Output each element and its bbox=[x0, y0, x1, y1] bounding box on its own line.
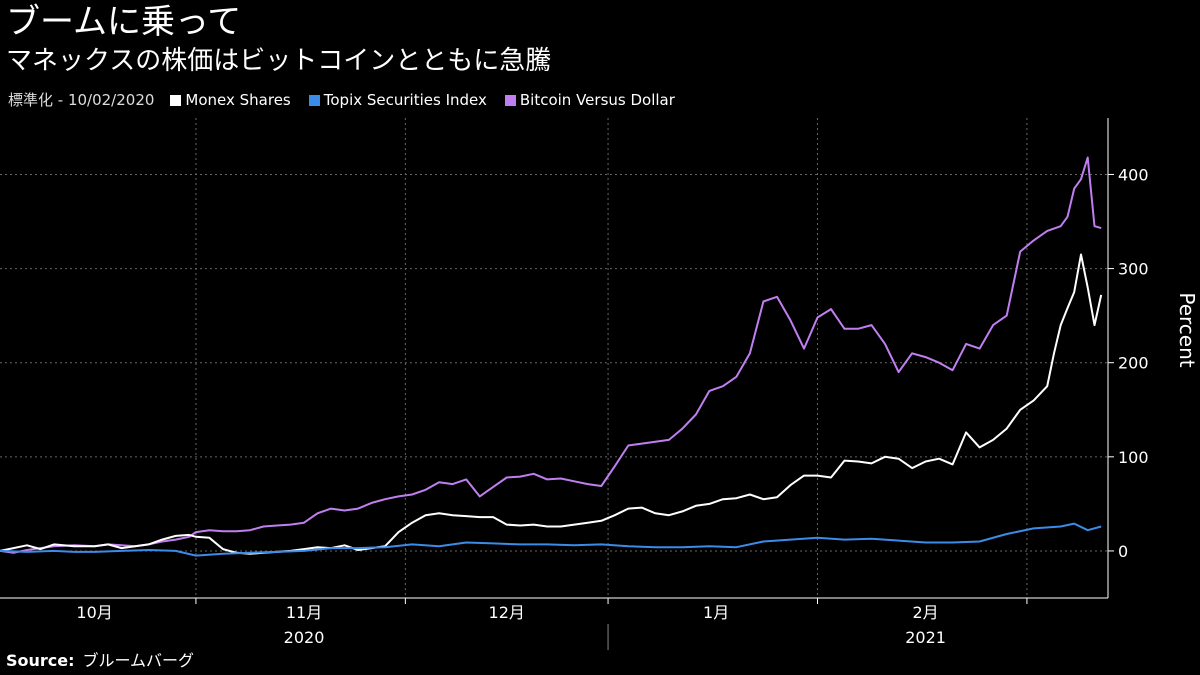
x-tick-label-0: 10月 bbox=[76, 603, 112, 622]
source-note: Source: ブルームバーグ bbox=[6, 651, 194, 671]
y-tick-label-100: 100 bbox=[1118, 448, 1149, 467]
legend-item-bitcoin: Bitcoin Versus Dollar bbox=[504, 90, 675, 110]
source-value: ブルームバーグ bbox=[82, 651, 195, 670]
legend: 標準化 - 10/02/2020 Monex Shares Topix Secu… bbox=[8, 90, 693, 110]
x-tick-label-2: 12月 bbox=[489, 603, 525, 622]
x-tick-label-1: 11月 bbox=[286, 603, 322, 622]
legend-item-monex: Monex Shares bbox=[170, 90, 291, 110]
series-line-monex bbox=[0, 253, 1103, 555]
legend-item-topix: Topix Securities Index bbox=[308, 90, 487, 110]
normalization-note: 標準化 - 10/02/2020 bbox=[8, 91, 155, 109]
year-label-1: 2021 bbox=[905, 628, 946, 647]
x-tick-label-4: 2月 bbox=[912, 603, 938, 622]
y-tick-label-0: 0 bbox=[1118, 542, 1128, 561]
legend-swatch-topix bbox=[308, 94, 320, 106]
y-tick-label-300: 300 bbox=[1118, 260, 1149, 279]
legend-label-monex: Monex Shares bbox=[185, 91, 291, 109]
chart-subtitle: マネックスの株価はビットコインとともに急騰 bbox=[6, 46, 552, 76]
y-tick-label-200: 200 bbox=[1118, 354, 1149, 373]
legend-label-topix: Topix Securities Index bbox=[323, 91, 487, 109]
legend-label-bitcoin: Bitcoin Versus Dollar bbox=[519, 91, 675, 109]
x-tick-label-3: 1月 bbox=[703, 603, 729, 622]
y-axis-title: Percent bbox=[1175, 292, 1199, 367]
series-line-bitcoin bbox=[0, 156, 1102, 554]
legend-swatch-monex bbox=[170, 94, 182, 106]
y-tick-label-400: 400 bbox=[1118, 165, 1149, 184]
chart-title: ブームに乗って bbox=[6, 2, 242, 42]
source-label: Source: bbox=[6, 651, 75, 670]
year-label-0: 2020 bbox=[284, 628, 325, 647]
series-line-topix bbox=[0, 522, 1102, 557]
legend-swatch-bitcoin bbox=[504, 94, 516, 106]
